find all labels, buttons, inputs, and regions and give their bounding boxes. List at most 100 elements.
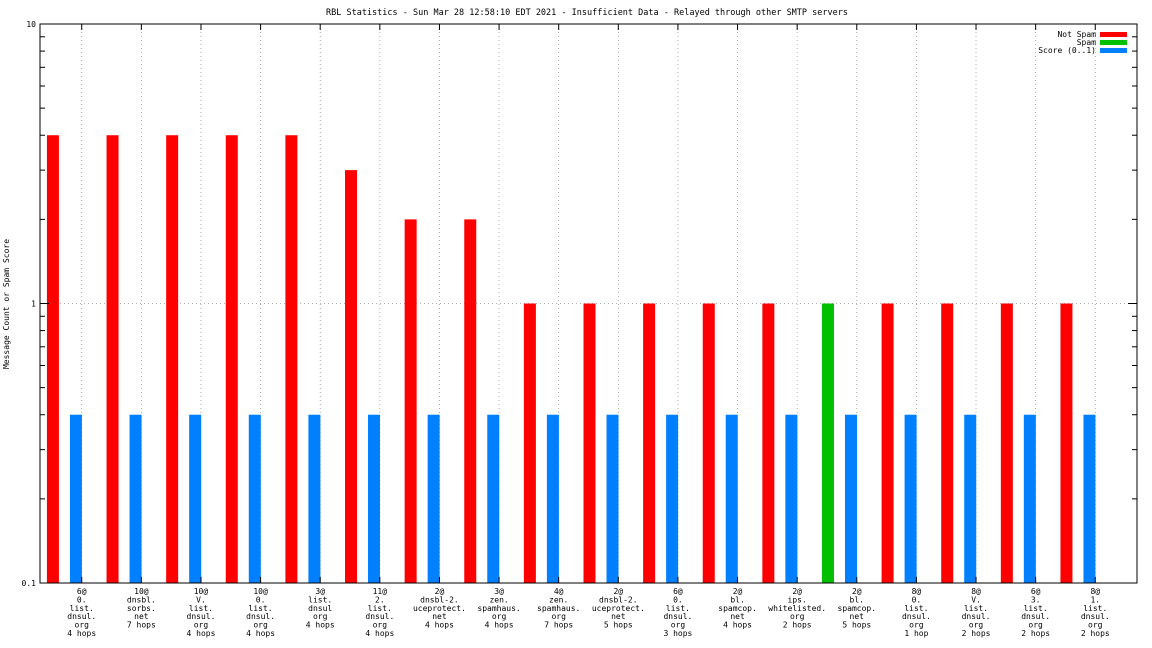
bar-score-0-1 (546, 414, 559, 583)
x-tick-label-line: 0. (912, 595, 922, 604)
x-tick-label-line: 1 hop (904, 629, 928, 638)
bar-not-spam (225, 135, 238, 583)
bar-score-0-1 (1023, 414, 1036, 583)
x-tick-label: 6@ 0. list. dnsul. org 3 hops (663, 587, 692, 638)
x-tick-label: 6@ 0. list. dnsul. org 4 hops (67, 587, 96, 638)
x-tick-label-line: org (373, 621, 388, 630)
x-tick-label-line: 3. (1031, 595, 1041, 604)
x-tick-label: 4@ zen. spamhaus. org 7 hops (537, 587, 580, 630)
bars-layer (46, 135, 1096, 584)
x-tick-label-line: zen. (489, 595, 508, 604)
y-tick-label: 0.1 (22, 579, 37, 588)
bar-score-0-1 (427, 414, 440, 583)
x-tick-label-line: 4 hops (306, 621, 335, 630)
bar-score-0-1 (725, 414, 738, 583)
bar-not-spam (404, 219, 417, 583)
y-tick-label: 1 (31, 300, 36, 309)
x-tick-label-line: dnsul. (187, 612, 216, 621)
x-tick-label-line: 3@ (494, 587, 504, 596)
x-tick-label-line: 2 hops (783, 621, 812, 630)
x-tick-label-line: 4 hops (187, 629, 216, 638)
x-tick-label-line: sorbs. (127, 604, 156, 613)
bar-not-spam (1060, 303, 1073, 583)
x-tick-label: 2@ bl. spamcop. net 5 hops (838, 587, 877, 630)
bar-not-spam (464, 219, 477, 583)
x-tick-label-line: 4 hops (246, 629, 275, 638)
x-tick-label-line: org (969, 621, 984, 630)
x-tick-label-line: dnsul. (962, 612, 991, 621)
bar-not-spam (46, 135, 59, 583)
x-tick-label-line: dnsbl-2. (599, 595, 638, 604)
ticks-layer: 0.1 1 10 (22, 20, 1137, 588)
x-tick-label-line: org (1028, 621, 1043, 630)
bar-not-spam (643, 303, 656, 583)
x-tick-label: 2@ ips. whitelisted. org 2 hops (768, 587, 826, 630)
x-tick-label-line: 8@ (912, 587, 922, 596)
x-tick-label-line: 2@ (613, 587, 623, 596)
x-tick-label-line: list. (904, 604, 928, 613)
bar-not-spam (881, 303, 894, 583)
bar-score-0-1 (189, 414, 202, 583)
bar-score-0-1 (964, 414, 977, 583)
x-tick-label-line: dnsul. (365, 612, 394, 621)
x-tick-label-line: list. (70, 604, 94, 613)
x-tick-label-line: 2. (375, 595, 385, 604)
bar-score-0-1 (606, 414, 619, 583)
bar-not-spam (762, 303, 775, 583)
bar-score-0-1 (666, 414, 679, 583)
x-tick-label-line: 6@ (673, 587, 683, 596)
x-tick-label-line: spamcop. (838, 604, 877, 613)
bar-score-0-1 (785, 414, 798, 583)
x-tick-label-line: org (909, 621, 924, 630)
legend-swatch (1100, 32, 1127, 37)
bar-not-spam (106, 135, 119, 583)
x-tick-label-line: dnsul. (1021, 612, 1050, 621)
x-tick-label-line: 4 hops (723, 621, 752, 630)
legend-label: Spam (1077, 38, 1096, 47)
x-tick-label-line: org (551, 612, 566, 621)
x-tick-label-line: 5 hops (604, 621, 633, 630)
x-tick-label-line: dnsbl-2. (420, 595, 459, 604)
x-tick-label-line: org (671, 621, 686, 630)
x-tick-label-line: dnsul. (67, 612, 96, 621)
x-tick-label-line: 2@ (733, 587, 743, 596)
x-tick-label-line: 3 hops (663, 629, 692, 638)
x-tick-label-line: 11@ (373, 587, 388, 596)
bar-not-spam (285, 135, 298, 583)
x-tick-label: 8@ 0. list. dnsul. org 1 hop (902, 587, 931, 638)
x-tick-label-line: list. (666, 604, 690, 613)
x-tick-label-line: net (730, 612, 745, 621)
x-tick-label-line: org (492, 612, 507, 621)
x-tick-label-line: V. (196, 595, 206, 604)
x-tick-label-line: dnsul. (663, 612, 692, 621)
y-axis-label: Message Count or Spam Score (2, 239, 11, 369)
x-tick-label-line: 6@ (1031, 587, 1041, 596)
x-tick-label: 3@ list. dnsul org 4 hops (306, 587, 335, 630)
x-tick-label-line: 8@ (971, 587, 981, 596)
x-tick-label-line: 4 hops (365, 629, 394, 638)
x-tick-label-line: 2@ (852, 587, 862, 596)
x-tick-label-line: 10@ (194, 587, 209, 596)
x-tick-label-line: org (1088, 621, 1103, 630)
x-tick-label-line: net (134, 612, 149, 621)
x-tick-label-line: V. (971, 595, 981, 604)
bar-score-0-1 (1083, 414, 1096, 583)
x-tick-label-line: spamcop. (718, 604, 757, 613)
legend-swatch (1100, 40, 1127, 45)
x-tick-label: 11@ 2. list. dnsul. org 4 hops (365, 587, 394, 638)
bar-spam (821, 303, 834, 583)
x-tick-label-line: 2 hops (962, 629, 991, 638)
x-tick-label-line: 0. (77, 595, 87, 604)
x-tick-label-line: 0. (673, 595, 683, 604)
x-tick-label-line: zen. (549, 595, 568, 604)
x-tick-label-line: org (75, 621, 90, 630)
x-tick-label: 8@ 1. list. dnsul. org 2 hops (1081, 587, 1110, 638)
x-tick-label-line: 3@ (315, 587, 325, 596)
x-tick-label-line: org (194, 621, 209, 630)
x-tick-label-line: dnsbl. (127, 595, 156, 604)
chart-title: RBL Statistics - Sun Mar 28 12:58:10 EDT… (326, 8, 848, 18)
bar-not-spam (345, 170, 358, 584)
x-tick-label-line: 5 hops (842, 621, 871, 630)
